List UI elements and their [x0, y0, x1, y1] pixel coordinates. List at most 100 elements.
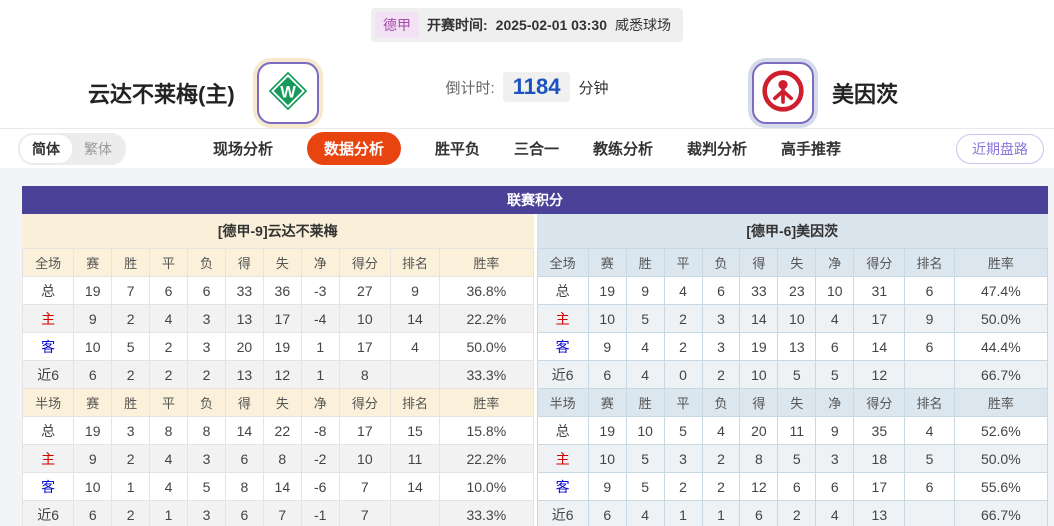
tab-3[interactable]: 三合一	[513, 141, 559, 158]
stat-cell: 2	[111, 500, 151, 526]
stat-cell: 47.4%	[953, 276, 1049, 305]
column-header: 赛	[73, 248, 113, 277]
stat-cell: 5	[777, 360, 817, 389]
column-header: 胜	[111, 388, 151, 417]
stat-cell: 6	[587, 500, 627, 526]
stat-cell: 5	[777, 444, 817, 473]
stat-cell: 4	[663, 276, 703, 305]
stat-cell: 13	[224, 304, 264, 333]
column-header: 负	[701, 388, 741, 417]
stat-cell: 5	[663, 416, 703, 445]
recent-trend-button[interactable]: 近期盘路	[956, 133, 1044, 164]
stat-cell: 8	[739, 444, 779, 473]
stat-cell: 22	[262, 416, 302, 445]
row-label: 近6	[21, 360, 75, 389]
stat-cell: 8	[338, 360, 391, 389]
stat-cell: 19	[73, 276, 113, 305]
kickoff-label: 开赛时间:	[427, 17, 488, 33]
stat-cell: 4	[625, 500, 665, 526]
tab-6[interactable]: 高手推荐	[781, 141, 842, 158]
venue-name: 威悉球场	[614, 17, 671, 33]
stat-cell: 20	[739, 416, 779, 445]
column-header: 负	[187, 248, 226, 277]
column-header: 排名	[904, 248, 955, 277]
table-row: 客 10 1 4 5 8 14 -6 7 14 10.0%	[21, 472, 534, 501]
table-row: 客 10 5 2 3 20 19 1 17 4 50.0%	[21, 332, 534, 361]
stat-cell: 10	[73, 472, 113, 501]
stat-cell: 13	[853, 500, 906, 526]
countdown-label: 倒计时:	[445, 79, 495, 97]
lang-simplified-button[interactable]: 简体	[20, 134, 72, 163]
stat-cell: 10	[587, 444, 627, 473]
stat-cell: 14	[224, 416, 264, 445]
teams-header: 云达不莱梅(主) W 倒计时: 1184 分钟	[0, 44, 1054, 128]
stat-cell: 9	[73, 444, 113, 473]
tab-0[interactable]: 现场分析	[212, 141, 273, 158]
row-label: 主	[21, 304, 75, 333]
column-header: 胜率	[953, 388, 1049, 417]
column-header: 净	[815, 248, 855, 277]
column-header: 得	[739, 248, 779, 277]
stat-cell: 5	[625, 304, 665, 333]
tab-1[interactable]: 数据分析	[306, 132, 401, 165]
stat-cell: 19	[73, 416, 113, 445]
column-header: 平	[663, 248, 703, 277]
stat-cell: 18	[853, 444, 906, 473]
stat-cell: 6	[73, 500, 113, 526]
column-header: 失	[777, 388, 817, 417]
stat-cell: 8	[187, 416, 226, 445]
column-header: 得	[224, 388, 264, 417]
stat-cell: 6	[224, 444, 264, 473]
svg-text:W: W	[280, 83, 296, 101]
stat-cell: -3	[300, 276, 340, 305]
stat-cell: 6	[904, 472, 955, 501]
stat-cell: 4	[389, 332, 441, 361]
stat-cell: 6	[701, 276, 741, 305]
stat-cell: 9	[587, 472, 627, 501]
stat-cell: 19	[262, 332, 302, 361]
stat-cell: -8	[300, 416, 340, 445]
stat-cell: 14	[262, 472, 302, 501]
stat-cell: 1	[300, 360, 340, 389]
stat-cell	[904, 360, 955, 389]
table-row: 总 19 3 8 8 14 22 -8 17 15 15.8%	[21, 416, 534, 445]
column-header: 净	[300, 248, 340, 277]
werder-bremen-crest-icon: W	[266, 69, 310, 118]
stat-cell: 44.4%	[953, 332, 1049, 361]
row-label: 近6	[536, 500, 589, 526]
tab-5[interactable]: 裁判分析	[687, 141, 748, 158]
away-table-header: [德甲-6]美因茨	[536, 214, 1048, 248]
tab-2[interactable]: 胜平负	[434, 141, 480, 158]
lang-traditional-button[interactable]: 繁体	[84, 140, 112, 157]
row-label: 总	[536, 416, 589, 445]
table-row: 主 10 5 2 3 14 10 4 17 9 50.0%	[536, 304, 1049, 333]
stat-cell: 1	[701, 500, 741, 526]
column-header: 得分	[853, 248, 906, 277]
table-row: 近6 6 4 0 2 10 5 5 12 66.7%	[536, 360, 1049, 389]
stat-cell: 1	[663, 500, 703, 526]
stat-cell: 7	[338, 472, 391, 501]
stat-cell: 13	[777, 332, 817, 361]
stat-cell: 9	[389, 276, 441, 305]
stat-cell: 2	[663, 332, 703, 361]
column-header: 赛	[587, 388, 627, 417]
stat-cell: 3	[187, 304, 226, 333]
mainz-crest-icon	[761, 69, 805, 118]
column-header: 半场	[21, 388, 75, 417]
column-header: 平	[149, 248, 189, 277]
stat-cell: 9	[625, 276, 665, 305]
stat-cell: 22.2%	[439, 304, 534, 333]
language-toggle[interactable]: 简体 繁体	[18, 132, 126, 165]
stat-cell: 5	[904, 444, 955, 473]
stat-cell: 2	[111, 360, 151, 389]
column-header: 全场	[536, 248, 589, 277]
stat-cell: 3	[187, 444, 226, 473]
panel-title: 联赛积分	[22, 186, 1048, 214]
stat-cell: 66.7%	[953, 360, 1049, 389]
tab-4[interactable]: 教练分析	[593, 141, 654, 158]
row-label: 客	[536, 332, 589, 361]
stat-cell: 50.0%	[953, 304, 1049, 333]
stat-cell: -6	[300, 472, 340, 501]
column-header: 失	[777, 248, 817, 277]
stat-cell: 10.0%	[439, 472, 534, 501]
